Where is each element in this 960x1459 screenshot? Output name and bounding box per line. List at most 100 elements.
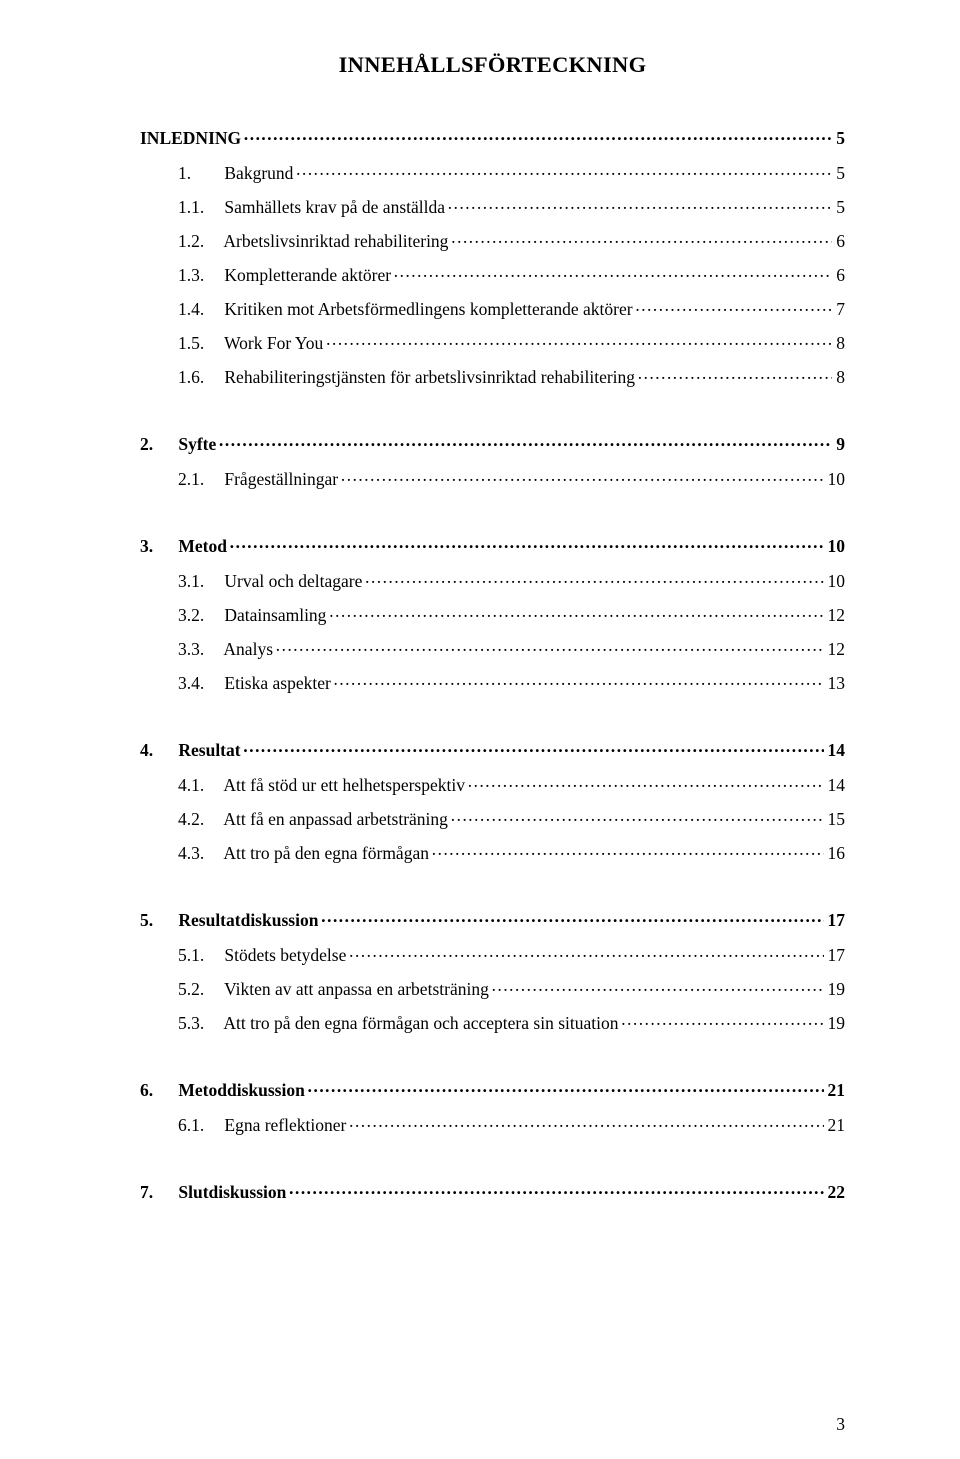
toc-line: 5. Resultatdiskussion 17 [140, 908, 845, 929]
toc-line: 5.3. Att tro på den egna förmågan och ac… [178, 1011, 845, 1032]
toc-leader [450, 807, 824, 825]
toc-page-ref: 10 [824, 471, 846, 489]
toc-label: 7. Slutdiskussion [140, 1184, 288, 1202]
toc-text: Stödets betydelse [224, 945, 346, 965]
toc-label: 6.1. Egna reflektioner [178, 1117, 348, 1135]
toc-line: 4.2. Att få en anpassad arbetsträning 15 [178, 807, 845, 828]
toc-line: 3.1. Urval och deltagare 10 [178, 569, 845, 590]
toc-number: 3.2. [178, 607, 220, 625]
toc-line: 2.1. Frågeställningar 10 [178, 467, 845, 488]
toc-number: 1. [178, 165, 220, 183]
toc-label: 1.2. Arbetslivsinriktad rehabilitering [178, 233, 450, 251]
toc-number: 4.2. [178, 811, 220, 829]
toc-page-ref: 21 [824, 1117, 846, 1135]
toc-number: 1.2. [178, 233, 220, 251]
toc-text: Slutdiskussion [178, 1182, 286, 1202]
toc-number: 3.4. [178, 675, 220, 693]
toc-page-ref: 5 [832, 130, 845, 148]
toc-leader [328, 603, 823, 621]
toc-text: Att tro på den egna förmågan och accepte… [223, 1013, 618, 1033]
toc-label: 5.1. Stödets betydelse [178, 947, 348, 965]
toc-page-ref: 6 [832, 233, 845, 251]
toc-label: 4.2. Att få en anpassad arbetsträning [178, 811, 450, 829]
toc-text: Resultatdiskussion [178, 910, 318, 930]
toc-line: 4.1. Att få stöd ur ett helhetsperspekti… [178, 773, 845, 794]
toc-label: 1.6. Rehabiliteringstjänsten för arbetsl… [178, 369, 637, 387]
toc-page-ref: 14 [824, 777, 846, 795]
toc-leader [340, 467, 823, 485]
toc-page-ref: 16 [824, 845, 846, 863]
toc-leader [218, 432, 832, 450]
toc-label: 1.1. Samhällets krav på de anställda [178, 199, 447, 217]
toc-line: 1.2. Arbetslivsinriktad rehabilitering 6 [178, 229, 845, 250]
toc-page-ref: 17 [824, 912, 846, 930]
toc-block: INLEDNING 51. Bakgrund 51.1. Samhällets … [140, 126, 845, 386]
toc-number: 2.1. [178, 471, 220, 489]
toc-page-ref: 6 [832, 267, 845, 285]
toc-leader [620, 1011, 823, 1029]
toc-page-ref: 14 [824, 742, 846, 760]
toc-text: Samhällets krav på de anställda [224, 197, 445, 217]
toc-line: 1.6. Rehabiliteringstjänsten för arbetsl… [178, 365, 845, 386]
toc-page-ref: 21 [824, 1082, 846, 1100]
toc-number: 3. [140, 538, 174, 556]
toc-label: 1.3. Kompletterande aktörer [178, 267, 393, 285]
toc-text: INLEDNING [140, 128, 241, 148]
toc-label: 4.1. Att få stöd ur ett helhetsperspekti… [178, 777, 467, 795]
toc-leader [275, 637, 824, 655]
toc-label: 2. Syfte [140, 436, 218, 454]
toc-text: Work For You [224, 333, 323, 353]
toc-label: 3.4. Etiska aspekter [178, 675, 333, 693]
toc-text: Datainsamling [224, 605, 326, 625]
toc-leader [243, 126, 832, 144]
toc-block: 7. Slutdiskussion 22 [140, 1180, 845, 1201]
toc-text: Rehabiliteringstjänsten för arbetslivsin… [224, 367, 635, 387]
toc-leader [229, 534, 824, 552]
toc-text: Metod [178, 536, 227, 556]
toc-page-ref: 17 [824, 947, 846, 965]
toc-leader [447, 195, 832, 213]
toc-block: 6. Metoddiskussion 21 6.1. Egna reflektio… [140, 1078, 845, 1134]
toc-line: 1.4. Kritiken mot Arbetsförmedlingens ko… [178, 297, 845, 318]
toc-line: INLEDNING 5 [140, 126, 845, 147]
toc-line: 1. Bakgrund 5 [178, 161, 845, 182]
toc-number: 5.3. [178, 1015, 220, 1033]
toc-text: Att få stöd ur ett helhetsperspektiv [223, 775, 465, 795]
toc-leader [393, 263, 832, 281]
toc-line: 3.2. Datainsamling 12 [178, 603, 845, 624]
toc-number: 5. [140, 912, 174, 930]
toc-leader [450, 229, 832, 247]
toc-line: 1.5. Work For You 8 [178, 331, 845, 352]
toc-number: 7. [140, 1184, 174, 1202]
toc-block: 3. Metod 103.1. Urval och deltagare 103.… [140, 534, 845, 692]
toc-line: 5.1. Stödets betydelse 17 [178, 943, 845, 964]
toc-label: 2.1. Frågeställningar [178, 471, 340, 489]
toc-label: 1.4. Kritiken mot Arbetsförmedlingens ko… [178, 301, 635, 319]
toc-text: Syfte [178, 434, 216, 454]
toc-line: 3.4. Etiska aspekter 13 [178, 671, 845, 692]
toc-text: Arbetslivsinriktad rehabilitering [223, 231, 448, 251]
toc-line: 3.3. Analys 12 [178, 637, 845, 658]
toc-number: 5.2. [178, 981, 220, 999]
toc-leader [288, 1180, 823, 1198]
toc-label: 3.3. Analys [178, 641, 275, 659]
toc-label: 5.3. Att tro på den egna förmågan och ac… [178, 1015, 620, 1033]
toc-number: 2. [140, 436, 174, 454]
toc-text: Etiska aspekter [224, 673, 330, 693]
toc-number: 1.3. [178, 267, 220, 285]
toc-line: 5.2. Vikten av att anpassa en arbetsträn… [178, 977, 845, 998]
toc-leader [364, 569, 823, 587]
toc-line: 3. Metod 10 [140, 534, 845, 555]
toc-leader [307, 1078, 824, 1096]
toc-page-ref: 10 [824, 573, 846, 591]
toc-page-ref: 5 [832, 165, 845, 183]
toc-label: 3.2. Datainsamling [178, 607, 328, 625]
toc-label: 6. Metoddiskussion [140, 1082, 307, 1100]
toc-page-ref: 13 [824, 675, 846, 693]
toc-label: 1. Bakgrund [178, 165, 295, 183]
toc-line: 1.3. Kompletterande aktörer 6 [178, 263, 845, 284]
toc-line: 4. Resultat 14 [140, 738, 845, 759]
toc-page-ref: 19 [824, 981, 846, 999]
page-title: INNEHÅLLSFÖRTECKNING [140, 52, 845, 78]
toc-number: 3.1. [178, 573, 220, 591]
